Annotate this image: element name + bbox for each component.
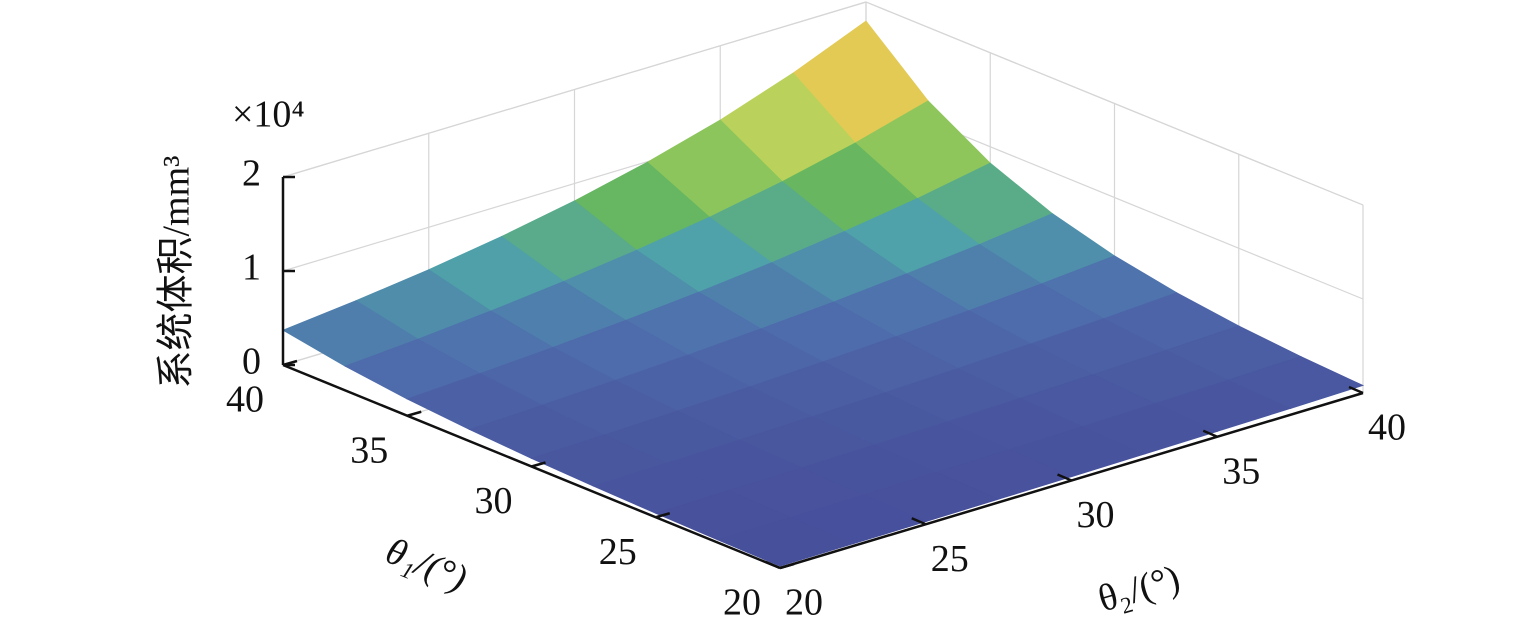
x-tick: [1057, 473, 1072, 482]
x-tick-label: 30: [1077, 494, 1115, 536]
z-axis-title: 系统体积/mm³: [156, 155, 198, 388]
z-tick-label: 2: [242, 153, 261, 195]
x-tick-label: 40: [1368, 407, 1406, 449]
y-tick: [779, 562, 795, 570]
box-edge: [282, 1, 867, 178]
x-tick-label: 25: [931, 538, 969, 580]
y-tick-label: 35: [350, 429, 388, 471]
x-tick: [911, 517, 927, 526]
box-edge: [865, 1, 1364, 206]
y-axis-title: θ₁/(°): [380, 530, 473, 600]
x-tick: [1348, 385, 1364, 395]
x-tick: [1202, 429, 1218, 438]
y-tick: [406, 410, 422, 417]
x-tick-label: 35: [1222, 450, 1260, 492]
y-tick-label: 20: [723, 582, 761, 624]
z-tick-label: 0: [242, 341, 261, 383]
y-tick-label: 30: [475, 480, 513, 522]
x-axis-title: θ₂/(°): [1094, 557, 1185, 620]
y-tick: [655, 512, 671, 519]
z-tick-label: 1: [242, 247, 261, 289]
y-tick: [531, 461, 546, 468]
y-tick-label: 40: [226, 379, 264, 421]
z-multiplier: ×10⁴: [232, 94, 305, 136]
x-tick-label: 20: [785, 582, 823, 624]
x-tick: [765, 560, 781, 570]
surface: [282, 20, 1365, 567]
surface-cell: [716, 517, 855, 567]
y-tick-label: 25: [599, 531, 637, 573]
